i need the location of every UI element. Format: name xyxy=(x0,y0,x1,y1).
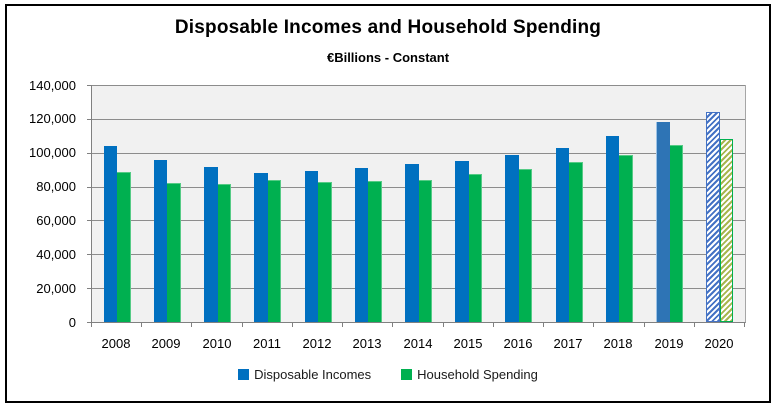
legend-label: Disposable Incomes xyxy=(254,367,372,382)
legend-label: Household Spending xyxy=(417,367,538,382)
x-axis-label-2013: 2013 xyxy=(352,336,382,351)
y-axis-label: 60,000 xyxy=(36,213,76,228)
bar-household-spending-2009 xyxy=(167,183,181,322)
bar-household-spending-2018 xyxy=(619,155,633,322)
y-axis-label: 140,000 xyxy=(29,78,76,93)
x-axis-label-2019: 2019 xyxy=(654,336,684,351)
gridline xyxy=(92,85,745,86)
x-axis-label-2008: 2008 xyxy=(101,336,131,351)
bar-household-spending-2019 xyxy=(669,145,684,322)
y-axis-label: 80,000 xyxy=(36,179,76,194)
bar-household-spending-2017 xyxy=(569,162,583,322)
x-axis-label-2014: 2014 xyxy=(403,336,433,351)
x-axis-label-2011: 2011 xyxy=(253,336,281,351)
x-axis-label-2010: 2010 xyxy=(202,336,232,351)
bar-household-spending-2015 xyxy=(468,174,483,322)
bar-household-spending-2010 xyxy=(217,184,232,322)
x-axis-tick xyxy=(292,323,293,327)
x-axis-label-2016: 2016 xyxy=(503,336,533,351)
y-axis-tick xyxy=(87,322,91,323)
x-axis-label-2017: 2017 xyxy=(553,336,583,351)
y-axis-label: 120,000 xyxy=(29,111,76,126)
x-axis-tick xyxy=(644,323,645,327)
y-axis-label: 0 xyxy=(68,315,76,330)
bar-group-2009 xyxy=(142,85,192,322)
y-axis-tick xyxy=(87,254,91,255)
bar-group-2015 xyxy=(444,85,494,322)
chart-title: Disposable Incomes and Household Spendin… xyxy=(174,17,602,38)
y-axis-tick xyxy=(87,187,91,188)
bar-disposable-incomes-2015 xyxy=(455,161,469,322)
x-axis-tick xyxy=(744,323,745,327)
legend-swatch-icon xyxy=(401,369,413,380)
bar-disposable-incomes-2011 xyxy=(254,173,268,322)
bar-disposable-incomes-2020 xyxy=(706,112,720,322)
gridline xyxy=(92,119,745,120)
x-axis-label-2018: 2018 xyxy=(603,336,633,351)
bar-disposable-incomes-2016 xyxy=(505,155,519,322)
bar-group-2016 xyxy=(494,85,544,322)
bar-household-spending-2020 xyxy=(719,139,734,322)
bar-group-2018 xyxy=(594,85,644,322)
bar-group-2017 xyxy=(544,85,594,322)
y-axis-tick xyxy=(87,288,91,289)
x-axis-label-2020: 2020 xyxy=(704,336,734,351)
y-axis-label: 40,000 xyxy=(36,247,76,262)
chart-frame: Disposable Incomes and Household Spendin… xyxy=(5,4,771,403)
x-axis-tick xyxy=(493,323,494,327)
bar-group-2014 xyxy=(393,85,443,322)
bar-group-2013 xyxy=(343,85,393,322)
x-axis-label-2009: 2009 xyxy=(151,336,181,351)
x-axis-tick xyxy=(593,323,594,327)
x-axis-tick xyxy=(91,323,92,327)
x-axis-tick xyxy=(342,323,343,327)
bar-group-2010 xyxy=(192,85,242,322)
y-axis-label: 20,000 xyxy=(36,281,76,296)
x-axis-tick xyxy=(543,323,544,327)
chart-subtitle: €Billions - Constant xyxy=(326,50,450,65)
x-axis-tick xyxy=(242,323,243,327)
y-axis-tick xyxy=(87,119,91,120)
y-axis-tick xyxy=(87,153,91,154)
legend-entry: Disposable Incomes xyxy=(238,367,371,382)
bar-group-2012 xyxy=(293,85,343,322)
plot-area xyxy=(91,85,746,323)
bar-disposable-incomes-2017 xyxy=(555,148,570,322)
bar-disposable-incomes-2012 xyxy=(304,171,319,322)
x-axis-tick xyxy=(694,323,695,327)
x-axis-tick xyxy=(141,323,142,327)
bar-household-spending-2008 xyxy=(117,172,131,322)
bar-household-spending-2013 xyxy=(368,181,382,322)
legend: Disposable Incomes Household Spending xyxy=(7,367,769,382)
bar-disposable-incomes-2013 xyxy=(354,168,369,322)
bar-household-spending-2014 xyxy=(418,180,433,322)
y-axis-tick xyxy=(87,85,91,86)
bar-disposable-incomes-2019 xyxy=(656,122,670,322)
x-axis-tick xyxy=(191,323,192,327)
bar-groups xyxy=(92,85,745,322)
bar-group-2008 xyxy=(92,85,142,322)
x-axis-tick xyxy=(392,323,393,327)
bar-household-spending-2011 xyxy=(267,180,282,322)
gridline xyxy=(92,153,745,154)
x-axis-label-2015: 2015 xyxy=(453,336,483,351)
x-axis-label-2012: 2012 xyxy=(302,336,332,351)
y-axis-label: 100,000 xyxy=(29,145,76,160)
bar-group-2019 xyxy=(645,85,695,322)
y-axis-tick xyxy=(87,220,91,221)
bar-disposable-incomes-2018 xyxy=(605,136,620,322)
legend-entry: Household Spending xyxy=(401,367,538,382)
bar-household-spending-2016 xyxy=(518,169,533,322)
bar-disposable-incomes-2008 xyxy=(103,146,118,322)
bar-group-2011 xyxy=(243,85,293,322)
bar-household-spending-2012 xyxy=(318,182,332,322)
bar-disposable-incomes-2014 xyxy=(405,164,419,322)
bar-disposable-incomes-2010 xyxy=(204,167,218,322)
bar-disposable-incomes-2009 xyxy=(153,160,168,322)
legend-swatch-icon xyxy=(238,369,250,380)
bar-group-2020 xyxy=(695,85,745,322)
x-axis-tick xyxy=(443,323,444,327)
